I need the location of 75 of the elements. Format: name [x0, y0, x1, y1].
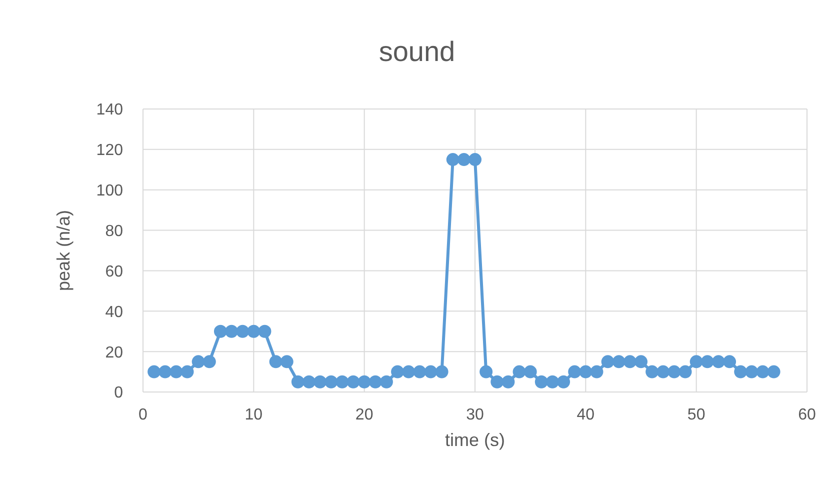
point: [280, 355, 294, 368]
point: [502, 375, 515, 388]
x-tick-label: 50: [687, 406, 706, 424]
point: [302, 375, 316, 388]
y-tick-label: 80: [105, 222, 124, 240]
point: [546, 375, 559, 388]
x-tick-label: 0: [138, 406, 148, 424]
y-tick-label: 140: [96, 102, 124, 119]
y-tick-label: 120: [96, 142, 124, 160]
point: [446, 153, 460, 166]
point: [734, 365, 748, 378]
point: [668, 365, 681, 378]
point: [258, 324, 272, 338]
y-tick-label: 0: [114, 384, 124, 402]
point: [336, 375, 349, 388]
y-tick-label: 20: [105, 344, 124, 362]
point: [380, 375, 393, 388]
point: [712, 355, 725, 368]
y-tick-label: 60: [105, 263, 124, 280]
point: [170, 365, 183, 378]
point: [424, 365, 438, 378]
point: [413, 365, 426, 378]
point: [656, 365, 670, 378]
point: [612, 355, 626, 368]
point: [391, 365, 404, 378]
point: [678, 365, 692, 378]
y-tick-label: 40: [105, 304, 124, 321]
point: [568, 365, 582, 378]
point: [557, 375, 570, 388]
point: [247, 324, 260, 338]
point: [767, 365, 780, 378]
point: [490, 375, 504, 388]
point: [291, 375, 304, 388]
point: [745, 365, 758, 378]
y-tick-label: 100: [96, 182, 124, 200]
point: [192, 355, 205, 368]
point: [690, 355, 703, 368]
point: [634, 355, 648, 368]
point: [158, 365, 172, 378]
point: [368, 375, 382, 388]
point: [468, 153, 482, 166]
point: [756, 365, 770, 378]
point: [723, 355, 736, 368]
x-tick-label: 60: [798, 406, 816, 424]
point: [314, 375, 327, 388]
y-axis-title: peak (n/a): [53, 210, 74, 292]
point: [402, 365, 416, 378]
x-tick-label: 40: [576, 406, 595, 424]
point: [358, 375, 371, 388]
x-tick-label: 30: [466, 406, 484, 424]
point: [236, 324, 250, 338]
point: [590, 365, 604, 378]
point: [534, 375, 548, 388]
point: [324, 375, 338, 388]
point: [524, 365, 537, 378]
point: [202, 355, 216, 368]
x-tick-label: 10: [244, 406, 263, 424]
point: [435, 365, 448, 378]
point: [700, 355, 714, 368]
point: [480, 365, 493, 378]
point: [623, 355, 636, 368]
point: [512, 365, 526, 378]
chart-title: sound: [378, 36, 456, 68]
point: [346, 375, 360, 388]
point: [269, 355, 282, 368]
point: [457, 153, 470, 166]
x-axis-title: time (s): [445, 430, 505, 450]
point: [646, 365, 659, 378]
point: [148, 365, 161, 378]
point: [214, 324, 227, 338]
point: [601, 355, 614, 368]
x-tick-label: 20: [355, 406, 374, 424]
point: [579, 365, 592, 378]
point: [180, 365, 194, 378]
point: [225, 324, 238, 338]
